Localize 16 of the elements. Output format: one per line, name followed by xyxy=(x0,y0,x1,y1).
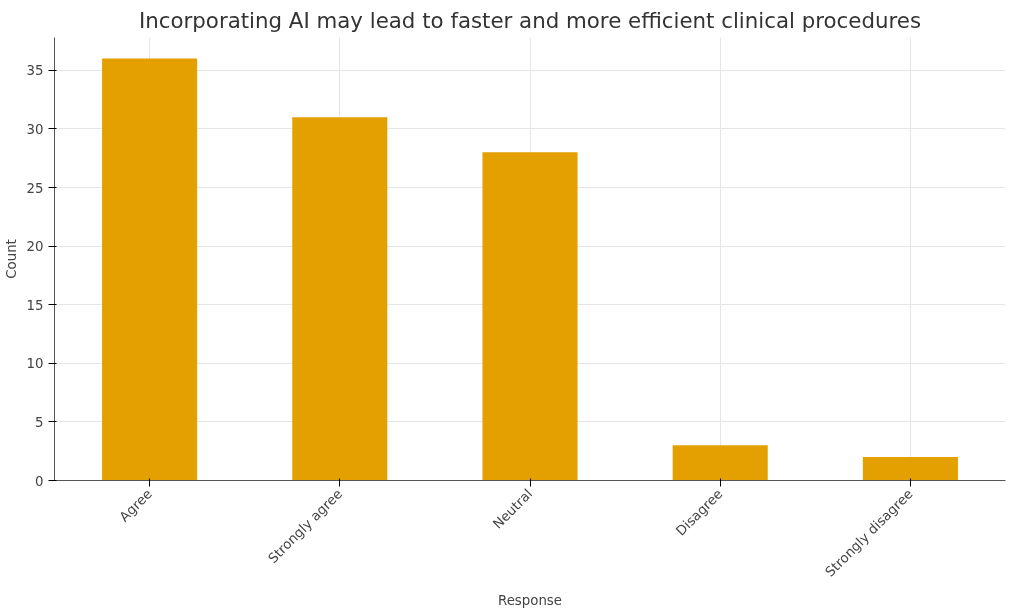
y-tick-label: 35 xyxy=(26,63,44,79)
y-tick-label: 5 xyxy=(35,414,44,430)
chart-title: Incorporating AI may lead to faster and more efficient clinical procedures xyxy=(138,7,922,33)
bar xyxy=(672,445,768,481)
y-tick-label: 10 xyxy=(26,356,44,372)
bar xyxy=(102,58,198,481)
x-axis-title: Response xyxy=(497,592,563,608)
bar xyxy=(862,457,958,481)
y-tick-label: 20 xyxy=(26,239,44,255)
bar xyxy=(482,152,578,481)
y-tick-label: 25 xyxy=(26,180,44,196)
bar xyxy=(292,117,388,481)
y-tick-label: 0 xyxy=(35,473,44,489)
y-tick-label: 30 xyxy=(26,121,44,137)
y-axis-title: Count xyxy=(3,239,19,279)
y-tick-label: 15 xyxy=(26,297,44,313)
